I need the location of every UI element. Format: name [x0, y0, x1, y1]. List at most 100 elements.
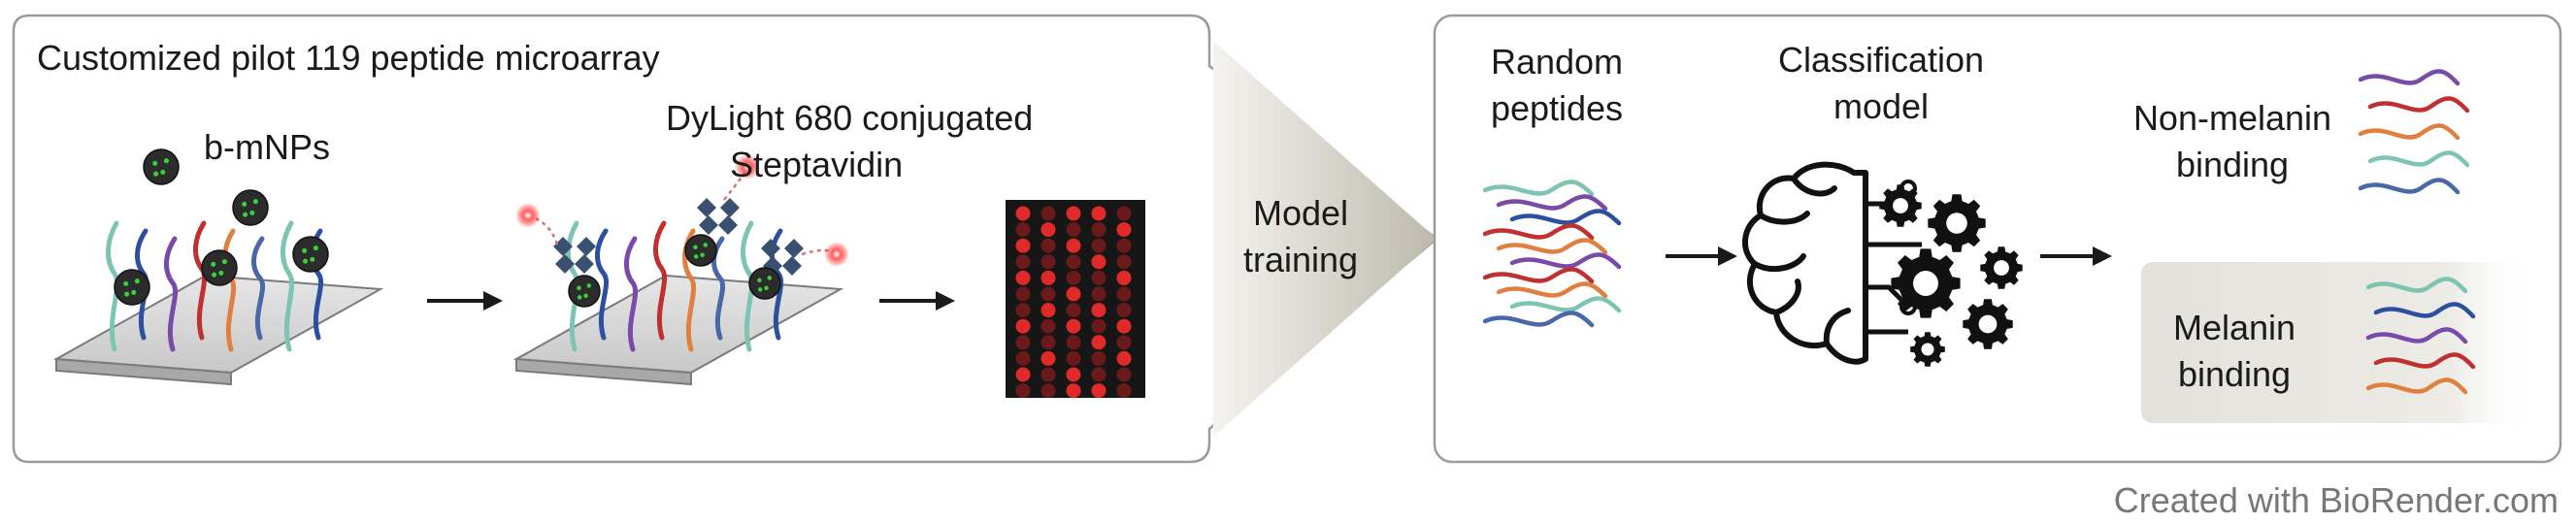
bmnp-label: b-mNPs: [204, 127, 330, 167]
bmnp-dot: [252, 199, 258, 205]
gear-hole: [1913, 271, 1938, 296]
peptide-strand: [624, 236, 639, 352]
bmnp-dot: [700, 252, 705, 258]
peptide-strand: [281, 220, 295, 352]
array-spot: [1040, 318, 1056, 334]
streptavidin-subunit: [718, 215, 738, 235]
bmnp-particle: [232, 189, 269, 226]
peptide-strand: [164, 236, 179, 352]
array-spot: [1116, 318, 1132, 334]
bmnp-dot: [218, 270, 224, 276]
peptide-strand: [1482, 180, 1595, 197]
array-spot: [1066, 335, 1081, 350]
array-spot: [1066, 286, 1081, 302]
glass-slide-2-edge: [515, 357, 692, 386]
model-training-line2: training: [1243, 240, 1358, 279]
dylight-dye: [824, 242, 849, 267]
streptavidin-subunit: [782, 256, 802, 276]
dylight-label-line2: Steptavidin: [730, 145, 903, 184]
peptide-strand: [1509, 252, 1622, 270]
peptide-strand: [2358, 69, 2460, 86]
model-training-step: Model training: [1213, 41, 1437, 437]
array-spot: [1040, 254, 1056, 270]
bmnp-dot: [249, 210, 255, 215]
dylight-label-line1: DyLight 680 conjugated: [666, 98, 1033, 138]
array-spot: [1040, 222, 1056, 238]
array-spot: [1116, 335, 1132, 350]
peptide-strand: [595, 228, 610, 341]
gear-icons: [1879, 184, 2023, 367]
array-spot: [1066, 254, 1081, 270]
array-spot: [1091, 335, 1106, 350]
bmnp-dot: [757, 278, 762, 283]
array-spot: [1015, 335, 1031, 350]
streptavidin-complexes: [515, 154, 849, 308]
bmnp-particle: [568, 275, 601, 308]
array-spot: [1091, 383, 1106, 399]
bmnp-dot: [131, 289, 137, 295]
array-spot: [1040, 270, 1056, 285]
microarray-panel: Customized pilot 119 peptide microarray …: [12, 14, 1439, 464]
streptavidin-subunit: [575, 254, 594, 274]
bmnp-particle: [114, 269, 150, 306]
peptide-strand: [2365, 377, 2468, 395]
streptavidin-subunit: [699, 215, 718, 235]
array-spot: [1015, 222, 1031, 238]
bmnp-dot: [693, 254, 699, 259]
bmnp-dot: [243, 212, 248, 217]
streptavidin-subunit: [784, 239, 804, 258]
array-spot: [1116, 270, 1132, 285]
array-spot: [1116, 303, 1132, 318]
bmnp-dot: [302, 247, 308, 253]
non-melanin-line1: Non-melanin: [2133, 98, 2331, 138]
streptavidin-subunit: [555, 254, 575, 274]
array-spot: [1015, 238, 1031, 253]
array-spot: [1015, 303, 1031, 318]
array-spot: [1066, 383, 1081, 399]
bmnp-particle: [748, 267, 781, 300]
peptide-strand: [2358, 123, 2460, 141]
brain-gears-icon: [1741, 161, 2023, 367]
array-spot: [1015, 206, 1031, 221]
gear-hole: [1893, 198, 1908, 213]
array-spot: [1091, 206, 1106, 221]
arrow-step-4-head: [2093, 246, 2112, 266]
non-melanin-peptide-strands: [2358, 69, 2470, 195]
array-spot: [1015, 270, 1031, 285]
peptide-strand: [1509, 209, 1622, 226]
slide-with-streptavidin: DyLight 680 conjugated Steptavidin: [512, 98, 1033, 386]
array-spot: [1040, 350, 1056, 366]
array-spot: [1116, 350, 1132, 366]
peptide-strand: [106, 220, 120, 352]
bmnp-dot: [577, 295, 582, 300]
bmnp-dot: [757, 287, 763, 292]
array-spot: [1091, 367, 1106, 382]
arrow-step-2-head: [936, 291, 955, 311]
melanin-line2: binding: [2178, 354, 2291, 394]
bmnp-particle: [292, 236, 329, 273]
peptide-strand: [1509, 296, 1622, 313]
array-spot: [1091, 303, 1106, 318]
array-spot: [1091, 318, 1106, 334]
peptide-strand: [1496, 194, 1608, 212]
non-melanin-line2: binding: [2176, 145, 2289, 184]
peptide-strand: [2365, 327, 2468, 344]
array-spot: [1091, 238, 1106, 253]
peptide-strand: [566, 220, 580, 352]
random-peptides-line2: peptides: [1491, 88, 1623, 128]
arrow-step-1-head: [483, 291, 503, 311]
peptide-strand: [2367, 96, 2470, 114]
gear-hole: [1921, 343, 1934, 356]
microarray-title: Customized pilot 119 peptide microarray: [37, 38, 660, 78]
bmnp-dot: [221, 259, 227, 265]
model-training-arrow: [1213, 41, 1437, 437]
dylight-dye: [515, 203, 541, 228]
classification-model-line2: model: [1833, 86, 1929, 126]
streptavidin-subunit: [577, 237, 596, 256]
peptide-strand: [1482, 223, 1595, 241]
peptide-strand: [2365, 277, 2468, 294]
array-spot: [1040, 286, 1056, 302]
array-spot: [1066, 206, 1081, 221]
bmnp-particle: [201, 249, 238, 286]
